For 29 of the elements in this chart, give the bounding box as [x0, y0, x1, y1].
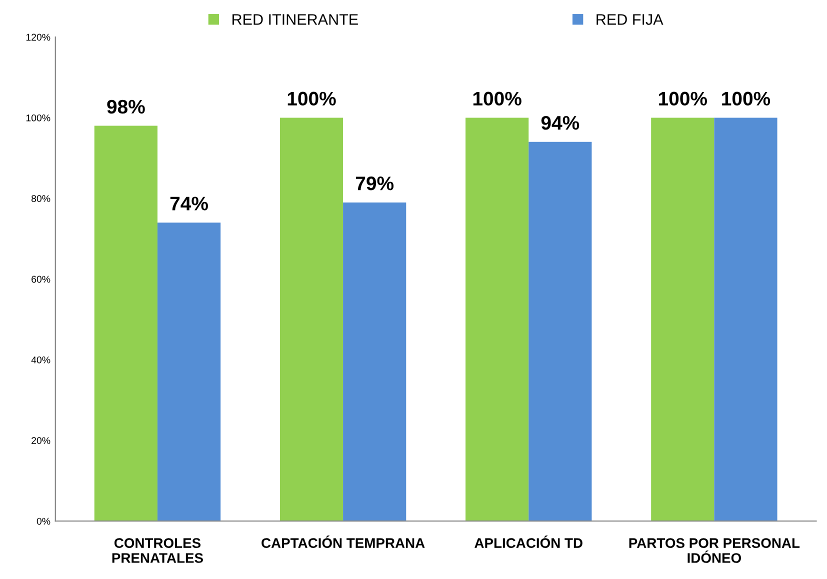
x-tick-label: PARTOS POR PERSONAL IDÓNEO: [629, 538, 800, 563]
data-label: 74%: [170, 196, 208, 210]
bar: [157, 222, 221, 522]
data-label: 100%: [659, 92, 707, 106]
x-tick-label: CAPTACIÓN TEMPRANA: [262, 536, 425, 548]
data-label: 94%: [541, 116, 580, 130]
y-tick-label: 80%: [32, 195, 50, 202]
bar: [466, 118, 529, 522]
y-tick-label: 120%: [26, 34, 50, 41]
bar: [714, 118, 778, 522]
bar: [528, 142, 592, 522]
data-label: 79%: [356, 176, 394, 190]
data-label: 98%: [107, 100, 145, 114]
y-tick-label: 40%: [31, 356, 50, 364]
y-tick-label: 60%: [32, 276, 50, 283]
data-label: 100%: [473, 92, 522, 106]
legend-label: RED ITINERANTE: [232, 14, 358, 25]
bar: [343, 202, 406, 522]
bar: [651, 118, 714, 522]
bar: [94, 126, 158, 522]
data-label: 100%: [722, 92, 770, 106]
x-tick-label: CONTROLES PRENATALES: [112, 538, 203, 563]
y-tick-label: 20%: [32, 437, 50, 444]
x-tick-label: APLICACIÓN TD: [474, 536, 582, 548]
y-tick-label: 100%: [26, 114, 50, 122]
data-label: 100%: [288, 92, 336, 106]
y-tick-label: 0%: [36, 518, 50, 525]
bar: [280, 118, 344, 522]
legend-label: RED FIJA: [596, 14, 664, 25]
